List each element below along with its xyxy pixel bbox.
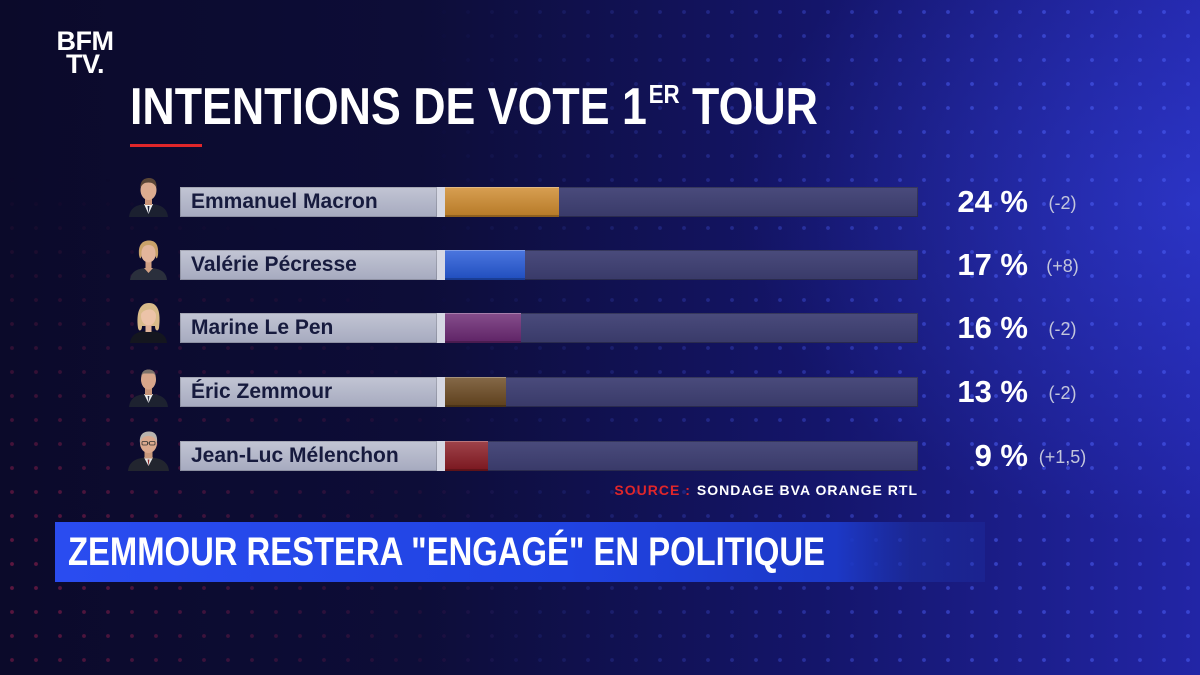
candidate-name: Marine Le Pen <box>191 316 334 339</box>
headline-text: ZEMMOUR RESTERA "ENGAGÉ" EN POLITIQUE <box>68 530 826 574</box>
bar-track <box>445 441 918 471</box>
bar-divider <box>437 441 445 471</box>
bar-fill <box>445 313 521 343</box>
portrait-icon <box>130 240 167 280</box>
bar-divider <box>437 377 445 407</box>
bar-divider <box>437 250 445 280</box>
change-label: (-2) <box>1048 193 1077 213</box>
value-label: 17 % <box>957 247 1028 282</box>
channel-logo: BFM TV. <box>54 26 116 79</box>
source-text: SONDAGE BVA ORANGE RTL <box>696 482 918 498</box>
avatar-eric-zemmour <box>125 360 172 407</box>
bar-fill <box>445 187 559 217</box>
change-label: (-2) <box>1048 319 1077 339</box>
bar: Marine Le Pen <box>180 313 918 343</box>
portrait-icon <box>130 303 167 343</box>
title-underline <box>130 144 202 147</box>
bar: Valérie Pécresse <box>180 250 918 280</box>
bar: Emmanuel Macron <box>180 187 918 217</box>
candidate-row: Jean-Luc Mélenchon 9 % (+1,5) <box>0 431 1200 473</box>
candidate-row: Éric Zemmour 13 % (-2) <box>0 369 1200 409</box>
bar-divider <box>437 313 445 343</box>
value-label: 16 % <box>957 310 1028 345</box>
value-label: 9 % <box>974 438 1028 473</box>
candidate-name: Jean-Luc Mélenchon <box>191 444 399 467</box>
candidate-name: Éric Zemmour <box>191 380 333 403</box>
candidate-label-box: Éric Zemmour <box>180 377 437 407</box>
bar-fill <box>445 250 526 280</box>
avatar-valerie-pecresse <box>125 233 172 280</box>
portrait-icon <box>129 369 168 407</box>
portrait-icon <box>129 178 168 217</box>
avatar-marine-le-pen <box>125 296 172 343</box>
candidate-label-box: Jean-Luc Mélenchon <box>180 441 437 471</box>
candidate-name: Emmanuel Macron <box>191 190 378 213</box>
bar-divider <box>437 187 445 217</box>
candidate-label-box: Marine Le Pen <box>180 313 437 343</box>
candidate-label-box: Emmanuel Macron <box>180 187 437 217</box>
channel-logo-line1: BFM <box>56 26 114 56</box>
change-label: (-2) <box>1048 383 1077 403</box>
avatar-emmanuel-macron <box>125 170 172 217</box>
bar-track <box>445 313 918 343</box>
title-main: INTENTIONS DE VOTE 1 <box>130 78 647 136</box>
change-label: (+1,5) <box>1038 447 1087 467</box>
bar-fill <box>445 377 507 407</box>
title-superscript: ER <box>648 78 680 109</box>
candidate-row: Marine Le Pen 16 % (-2) <box>0 303 1200 345</box>
candidate-name: Valérie Pécresse <box>191 253 357 276</box>
portrait-icon <box>128 431 169 471</box>
bar-fill <box>445 441 488 471</box>
chart-title: INTENTIONS DE VOTE 1ER TOUR <box>130 79 818 143</box>
source-line: SOURCE : SONDAGE BVA ORANGE RTL <box>580 482 918 498</box>
value-label: 13 % <box>957 374 1028 409</box>
channel-logo-line2: TV. <box>65 49 105 79</box>
bar: Jean-Luc Mélenchon <box>180 441 918 471</box>
avatar-jean-luc-melenchon <box>125 424 172 471</box>
candidate-label-box: Valérie Pécresse <box>180 250 437 280</box>
source-label: SOURCE : <box>614 482 691 498</box>
candidate-row: Valérie Pécresse 17 % (+8) <box>0 240 1200 282</box>
value-label: 24 % <box>957 184 1028 219</box>
candidate-row: Emmanuel Macron 24 % (-2) <box>0 178 1200 219</box>
bar: Éric Zemmour <box>180 377 918 407</box>
title-end: TOUR <box>679 78 818 136</box>
headline-banner: ZEMMOUR RESTERA "ENGAGÉ" EN POLITIQUE <box>55 522 985 582</box>
bar-track <box>445 377 918 407</box>
change-label: (+8) <box>1046 256 1079 276</box>
